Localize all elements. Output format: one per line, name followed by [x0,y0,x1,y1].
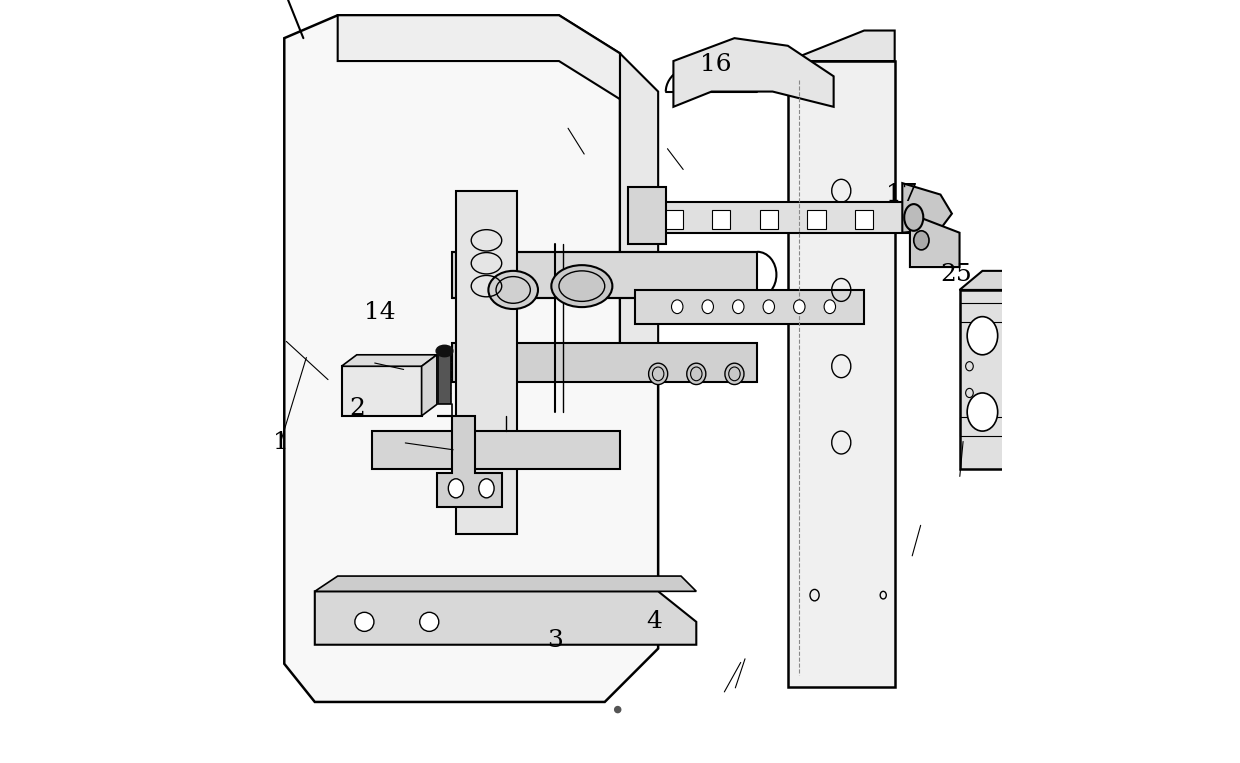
Polygon shape [453,252,758,298]
Bar [760,210,777,229]
Ellipse shape [449,479,464,498]
Polygon shape [635,290,864,324]
Ellipse shape [725,363,744,385]
Ellipse shape [419,612,439,632]
Ellipse shape [825,300,836,314]
Polygon shape [372,431,620,469]
Polygon shape [620,53,658,382]
Ellipse shape [763,300,775,314]
Text: 17: 17 [887,183,918,206]
Polygon shape [910,214,960,267]
Ellipse shape [672,300,683,314]
Ellipse shape [489,271,538,309]
Bar [712,210,730,229]
Ellipse shape [702,300,713,314]
Text: 2: 2 [348,397,365,420]
Polygon shape [284,15,658,702]
Ellipse shape [904,204,924,231]
Polygon shape [341,366,422,416]
Circle shape [615,707,621,713]
Bar [807,210,826,229]
Bar [960,303,1009,322]
Polygon shape [456,191,517,534]
Text: 16: 16 [699,53,732,76]
Polygon shape [787,61,895,687]
Ellipse shape [914,230,929,250]
Ellipse shape [967,317,998,355]
Ellipse shape [436,345,453,357]
Polygon shape [627,187,666,244]
Polygon shape [337,15,620,99]
Ellipse shape [479,479,494,498]
Polygon shape [787,31,895,61]
Text: 4: 4 [646,610,662,633]
Bar [856,210,873,229]
Polygon shape [439,351,450,404]
Text: 1: 1 [273,431,289,454]
Polygon shape [315,591,697,645]
Polygon shape [1009,271,1032,469]
Polygon shape [315,576,697,591]
Ellipse shape [649,363,667,385]
Bar [665,210,682,229]
Polygon shape [635,202,910,233]
Text: 25: 25 [940,263,972,286]
Ellipse shape [967,393,998,431]
Ellipse shape [733,300,744,314]
Polygon shape [960,290,1009,469]
Polygon shape [453,343,758,382]
Polygon shape [341,355,436,366]
Ellipse shape [794,300,805,314]
Ellipse shape [687,363,706,385]
Ellipse shape [552,266,613,307]
Polygon shape [903,183,952,233]
Text: 3: 3 [547,629,563,652]
Polygon shape [960,271,1032,290]
Polygon shape [436,416,502,507]
Ellipse shape [355,612,374,632]
Bar [960,417,1009,436]
Polygon shape [673,38,833,107]
Polygon shape [422,355,436,416]
Text: 14: 14 [363,301,396,324]
